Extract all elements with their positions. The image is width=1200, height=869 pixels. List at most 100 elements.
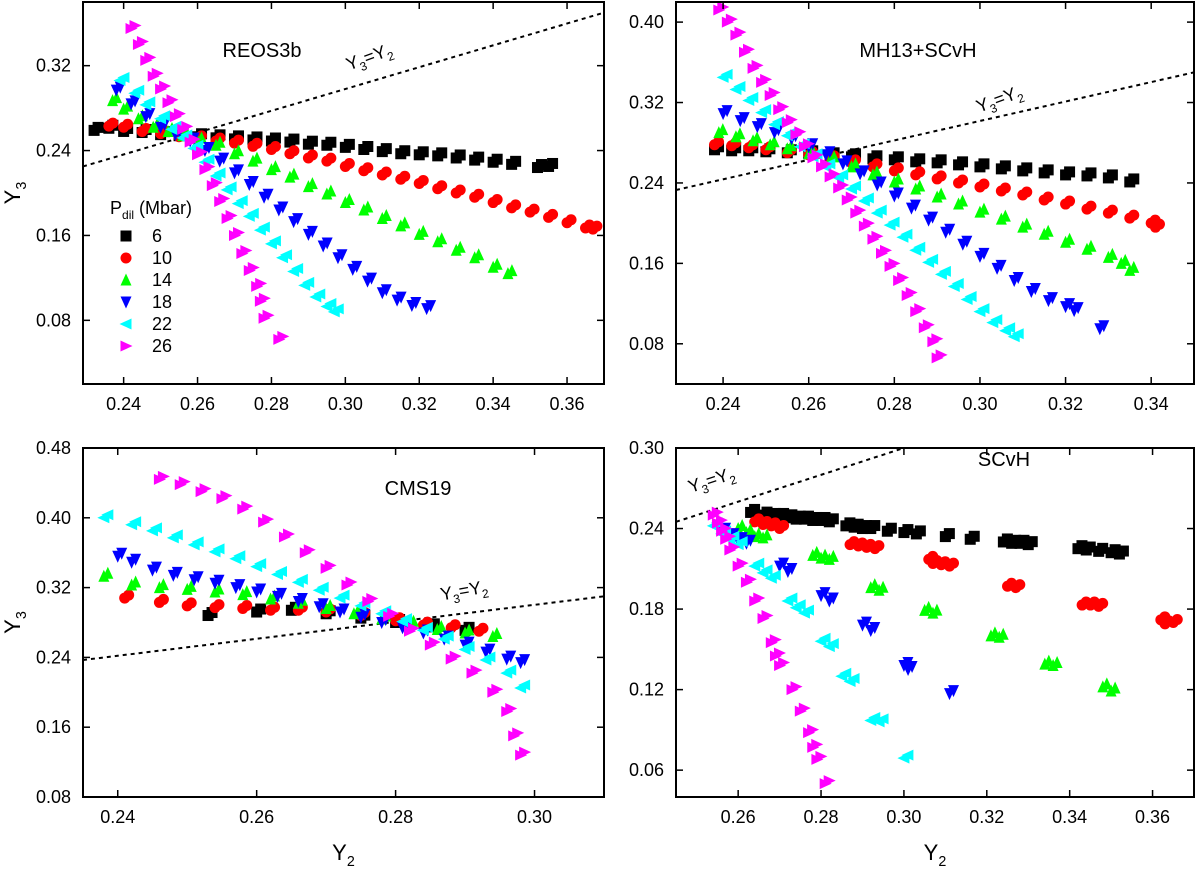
point-p22: [158, 110, 171, 122]
point-p26: [181, 120, 194, 132]
series-group: [706, 503, 1183, 790]
x-axis-label: Y2: [924, 840, 947, 869]
point-p22: [202, 153, 215, 165]
chart-reos: 0.24 0.26 0.28 0.30 0.32 0.34 0.36 0.08 0.16 0.24…: [0, 1, 605, 414]
y-tick-label: 0.08: [36, 310, 71, 330]
y-tick-label: 0.16: [36, 717, 71, 737]
y-tick-label: 0.24: [36, 141, 71, 161]
point-p6: [343, 138, 355, 150]
point-p18: [336, 249, 348, 262]
y3-eq-y2-annotation-part: Y: [439, 583, 454, 605]
point-p26: [491, 683, 504, 695]
point-p10: [1171, 614, 1183, 625]
point-p26: [173, 108, 186, 120]
point-p14: [978, 202, 990, 215]
point-p10: [417, 174, 429, 186]
point-p14: [734, 127, 746, 140]
point-p18: [860, 616, 872, 629]
point-p26: [715, 514, 728, 526]
point-p22: [793, 599, 806, 611]
y-tick-label: 0.32: [36, 56, 71, 76]
point-p14: [241, 585, 253, 598]
point-p22: [213, 167, 226, 179]
point-p22: [101, 509, 114, 521]
point-p18: [359, 608, 371, 621]
y-tick-label: 0.48: [36, 438, 71, 458]
point-p18: [519, 654, 531, 667]
point-p22: [331, 303, 344, 315]
point-p18: [869, 622, 881, 635]
point-p10: [325, 152, 337, 164]
legend-marker-6: [120, 230, 132, 242]
point-p26: [247, 261, 260, 273]
y3-eq-y2-annotation-part: 2: [728, 472, 739, 487]
point-p26: [151, 67, 164, 79]
x-tick-label: 0.26: [239, 807, 274, 827]
point-p10: [1106, 204, 1118, 216]
plot-frame: [675, 1, 1195, 385]
point-p26: [178, 476, 191, 488]
point-p26: [768, 86, 781, 98]
point-p26: [742, 43, 755, 55]
point-p10: [399, 170, 411, 182]
point-p26: [773, 647, 786, 659]
y3-eq-y2-annotation: Y3=Y2: [686, 463, 739, 501]
x-axis-label-sub: 2: [347, 854, 355, 869]
x-axis-label-main: Y: [332, 840, 347, 865]
point-p6: [1042, 164, 1054, 176]
point-p26: [769, 634, 782, 646]
point-p26: [428, 636, 441, 648]
point-p22: [735, 536, 748, 548]
legend-marker-14: [120, 273, 132, 286]
point-p26: [407, 622, 420, 634]
point-p6: [306, 135, 318, 147]
point-p6: [1097, 542, 1109, 554]
point-p26: [157, 470, 170, 482]
point-p22: [337, 589, 350, 601]
point-p18: [778, 557, 790, 570]
point-p22: [1011, 328, 1024, 340]
point-p14: [214, 135, 226, 148]
legend-label-10: 10: [152, 248, 172, 268]
point-p14: [744, 523, 756, 536]
point-p6: [325, 136, 337, 148]
point-p18: [1064, 298, 1076, 311]
point-p6: [251, 131, 263, 143]
point-p10: [528, 203, 540, 215]
point-p14: [871, 165, 883, 178]
y-tick-label: 0.06: [629, 760, 664, 780]
point-p26: [449, 650, 462, 662]
point-p10: [213, 599, 225, 611]
point-p22: [801, 604, 814, 616]
point-p6: [902, 524, 914, 536]
point-p6: [399, 145, 411, 157]
point-p18: [203, 142, 215, 155]
point-p14: [1106, 247, 1118, 260]
point-p14: [736, 519, 748, 532]
point-p26: [282, 528, 295, 540]
point-p10: [948, 557, 960, 569]
legend-marker-22: [119, 318, 132, 330]
point-p14: [1119, 253, 1131, 266]
point-p18: [317, 598, 329, 611]
point-p10: [914, 166, 926, 178]
point-p18: [410, 296, 422, 309]
point-p10: [1014, 579, 1026, 591]
x-axis-label-sub: 2: [938, 854, 946, 869]
point-p10: [380, 166, 392, 178]
point-p22: [874, 204, 887, 216]
point-p6: [491, 153, 503, 165]
y-tick-label: 0.40: [36, 508, 71, 528]
point-p18: [234, 579, 246, 592]
point-p22: [132, 84, 145, 96]
point-p6: [1117, 545, 1129, 557]
legend-title-sub: dil: [122, 208, 134, 222]
point-p14: [251, 151, 263, 164]
point-p18: [906, 660, 918, 673]
point-p22: [938, 265, 951, 277]
point-p14: [130, 575, 142, 588]
y-axis-label-main: Y: [0, 619, 25, 634]
point-p10: [123, 589, 135, 601]
point-p18: [292, 213, 304, 226]
point-p26: [470, 664, 483, 676]
